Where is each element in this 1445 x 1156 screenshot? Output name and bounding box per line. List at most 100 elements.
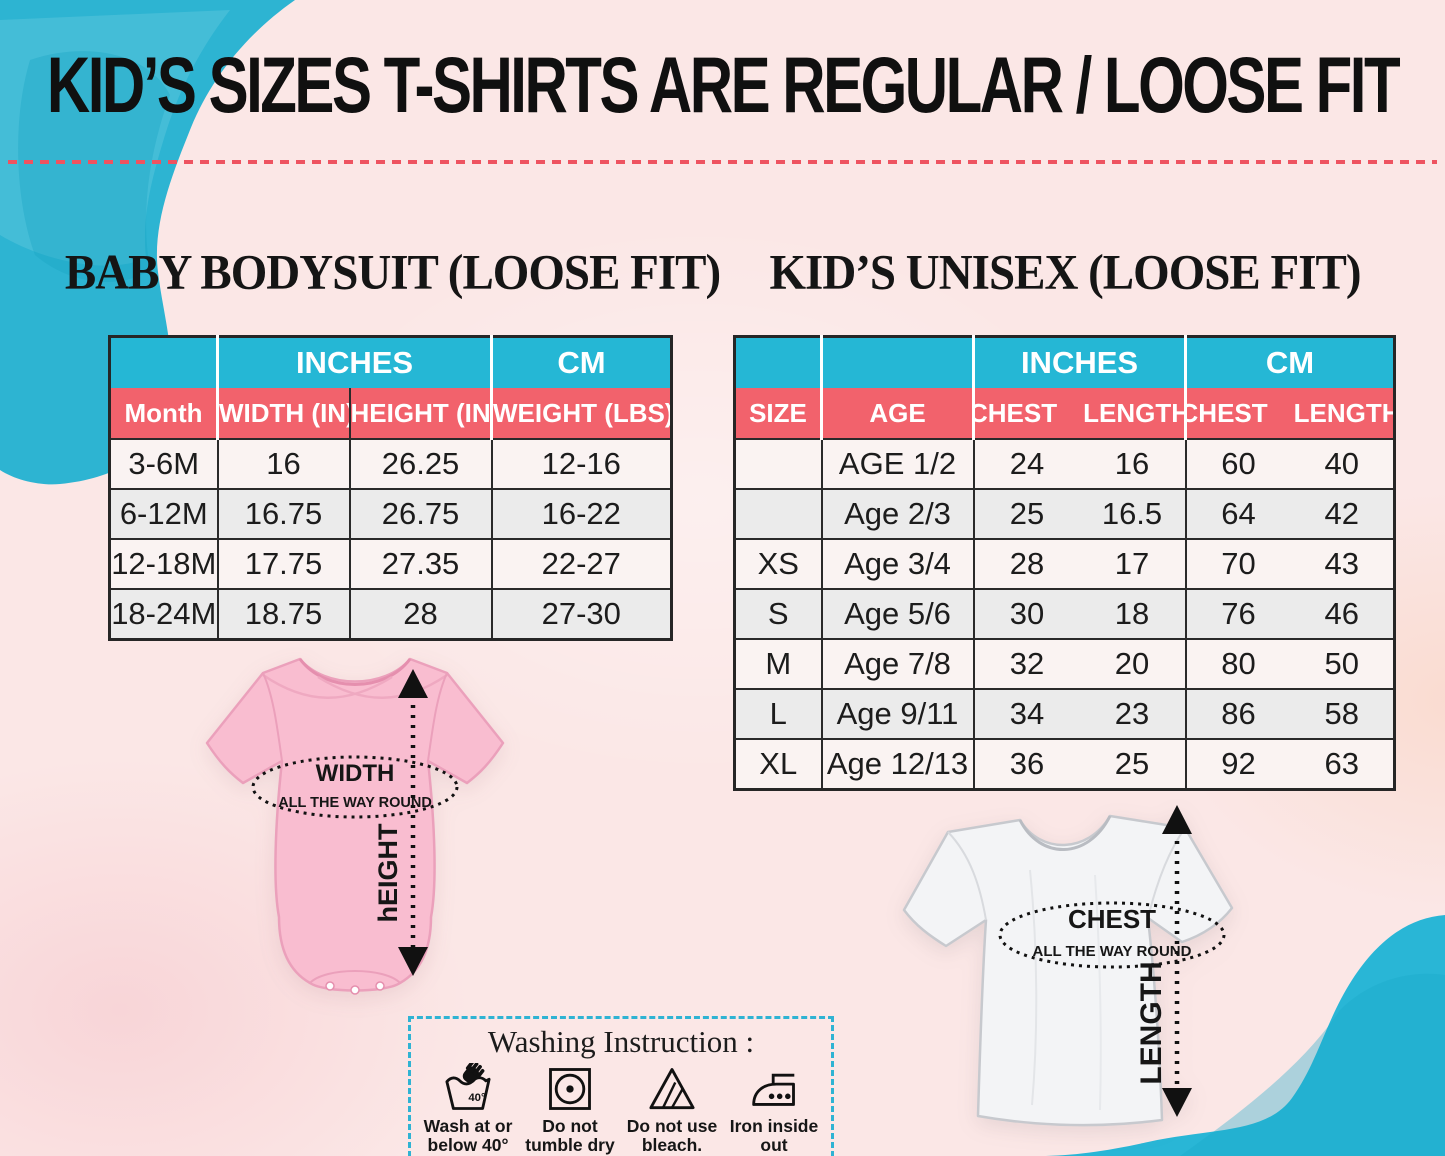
washing-item: 40° Wash at or below 40° <box>417 1063 519 1154</box>
table-cell-inches-header: INCHES <box>215 336 492 388</box>
table-cell: 16 <box>216 438 350 489</box>
table-cell: S <box>734 588 822 639</box>
do-not-bleach-icon <box>649 1068 695 1110</box>
table-cell: 92 <box>1184 738 1291 790</box>
table-cell: 46 <box>1290 588 1395 639</box>
kids-section-heading: KID’S UNISEX (LOOSE FIT) <box>769 244 1361 301</box>
table-cell: 25 <box>972 488 1080 539</box>
table-cell: HEIGHT (IN) <box>348 388 492 439</box>
chest-label: CHEST <box>1068 904 1156 934</box>
table-cell <box>820 336 974 388</box>
table-cell: 28 <box>972 538 1080 589</box>
dashed-divider <box>8 160 1437 164</box>
table-cell: Age 2/3 <box>820 488 974 539</box>
table-cell: SIZE <box>734 388 822 439</box>
table-cell-cm-header: CM <box>1184 336 1395 388</box>
table-row: Month WIDTH (IN) HEIGHT (IN) WEIGHT (LBS… <box>109 388 672 439</box>
table-cell: 30 <box>972 588 1080 639</box>
table-cell: Age 3/4 <box>820 538 974 589</box>
baby-section-heading: BABY BODYSUIT (LOOSE FIT) <box>64 244 721 301</box>
table-row: 18-24M 18.75 28 27-30 <box>109 588 672 640</box>
table-cell: Age 9/11 <box>820 688 974 739</box>
chest-sublabel: ALL THE WAY ROUND <box>1033 943 1192 960</box>
table-cell: 16.5 <box>1079 488 1186 539</box>
washing-caption-line: Low Temp. <box>723 1154 825 1156</box>
table-cell: 16.75 <box>216 488 350 539</box>
table-row: Age 2/3 25 16.5 64 42 <box>734 488 1395 539</box>
table-row: 3-6M 16 26.25 12-16 <box>109 438 672 489</box>
column-label-length-in: LENGTH <box>1083 397 1186 428</box>
title-bar: KID’S SIZES T-SHIRTS ARE REGULAR / LOOSE… <box>0 45 1445 124</box>
column-label-chest-in: CHEST <box>973 397 1058 428</box>
chest-measurement-ellipse: CHEST ALL THE WAY ROUND <box>998 901 1226 969</box>
table-cell: CHEST LENGTH <box>971 388 1186 439</box>
teal-blob-top-left-dark <box>18 51 171 283</box>
table-row: 12-18M 17.75 27.35 22-27 <box>109 538 672 589</box>
column-label-length-cm: LENGTH <box>1293 397 1395 428</box>
teal-blob-bottom-right-dark <box>1180 973 1445 1156</box>
width-sublabel: ALL THE WAY ROUND <box>278 795 432 811</box>
table-cell: 25 <box>1079 738 1186 790</box>
washing-item: Do not use bleach. <box>621 1063 723 1154</box>
table-cell: 36 <box>972 738 1080 790</box>
washing-caption-line: bleach. <box>641 1134 703 1155</box>
teal-blob-top-left <box>0 0 295 485</box>
washing-items-row: 40° Wash at or below 40° Do not tumble d… <box>411 1063 831 1156</box>
table-cell: 18-24M <box>109 588 218 640</box>
table-cell: Month <box>109 388 218 439</box>
do-not-tumble-dry-icon <box>549 1068 591 1111</box>
table-row: SIZE AGE CHEST LENGTH CHEST LENGTH <box>734 388 1395 439</box>
width-measurement-ellipse: WIDTH ALL THE WAY ROUND <box>251 755 459 819</box>
table-cell: 16 <box>1079 438 1186 489</box>
table-cell: 32 <box>972 638 1080 689</box>
table-cell: 43 <box>1290 538 1395 589</box>
tshirt-illustration <box>902 814 1234 1127</box>
table-cell: 34 <box>972 688 1080 739</box>
length-measurement-arrow: LENGTH <box>1135 805 1192 1117</box>
page-title: KID’S SIZES T-SHIRTS ARE REGULAR / LOOSE… <box>46 40 1401 130</box>
table-cell: 26.75 <box>348 488 492 539</box>
table-cell: 27.35 <box>348 538 492 589</box>
washing-caption-line: Do not <box>542 1116 598 1137</box>
table-cell <box>734 336 822 388</box>
table-cell: L <box>734 688 822 739</box>
table-cell: 20 <box>1079 638 1186 689</box>
table-cell: XS <box>734 538 822 589</box>
kids-size-table: INCHES CM SIZE AGE CHEST LENGTH CHEST LE… <box>733 335 1397 791</box>
washing-caption-line: Iron inside out <box>729 1116 819 1155</box>
table-cell: 42 <box>1290 488 1395 539</box>
table-cell: 80 <box>1184 638 1291 689</box>
table-cell <box>109 336 218 388</box>
table-cell: 50 <box>1290 638 1395 689</box>
table-row: XS Age 3/4 28 17 70 43 <box>734 538 1395 589</box>
table-cell: 18 <box>1079 588 1186 639</box>
table-cell: WIDTH (IN) <box>216 388 350 439</box>
table-row: L Age 9/11 34 23 86 58 <box>734 688 1395 739</box>
height-measurement-arrow: hEIGHT <box>373 669 428 976</box>
width-label: WIDTH <box>316 760 395 787</box>
washing-caption-line: Do not use <box>626 1116 718 1137</box>
baby-bodysuit-diagram: WIDTH ALL THE WAY ROUND hEIGHT <box>205 657 505 995</box>
table-cell: CHEST LENGTH <box>1184 388 1395 439</box>
table-cell: 58 <box>1290 688 1395 739</box>
table-cell: WEIGHT (LBS) <box>490 388 672 439</box>
teal-blob-bottom-right <box>1040 915 1445 1156</box>
table-row: AGE 1/2 24 16 60 40 <box>734 438 1395 489</box>
table-row: XL Age 12/13 36 25 92 63 <box>734 738 1395 790</box>
table-cell: 3-6M <box>109 438 218 489</box>
table-cell-cm-header: CM <box>490 336 672 388</box>
table-cell: 22-27 <box>490 538 672 589</box>
table-cell-inches-header: INCHES <box>971 336 1186 388</box>
table-cell: 63 <box>1290 738 1395 790</box>
washing-item: Do not tumble dry <box>519 1063 621 1154</box>
table-cell: M <box>734 638 822 689</box>
table-cell: XL <box>734 738 822 790</box>
table-cell: 16-22 <box>490 488 672 539</box>
table-cell: Age 5/6 <box>820 588 974 639</box>
washing-caption-line: Wash at or <box>423 1116 513 1137</box>
table-cell: Age 12/13 <box>820 738 974 790</box>
table-cell: 26.25 <box>348 438 492 489</box>
washing-title: Washing Instruction : <box>487 1024 755 1059</box>
